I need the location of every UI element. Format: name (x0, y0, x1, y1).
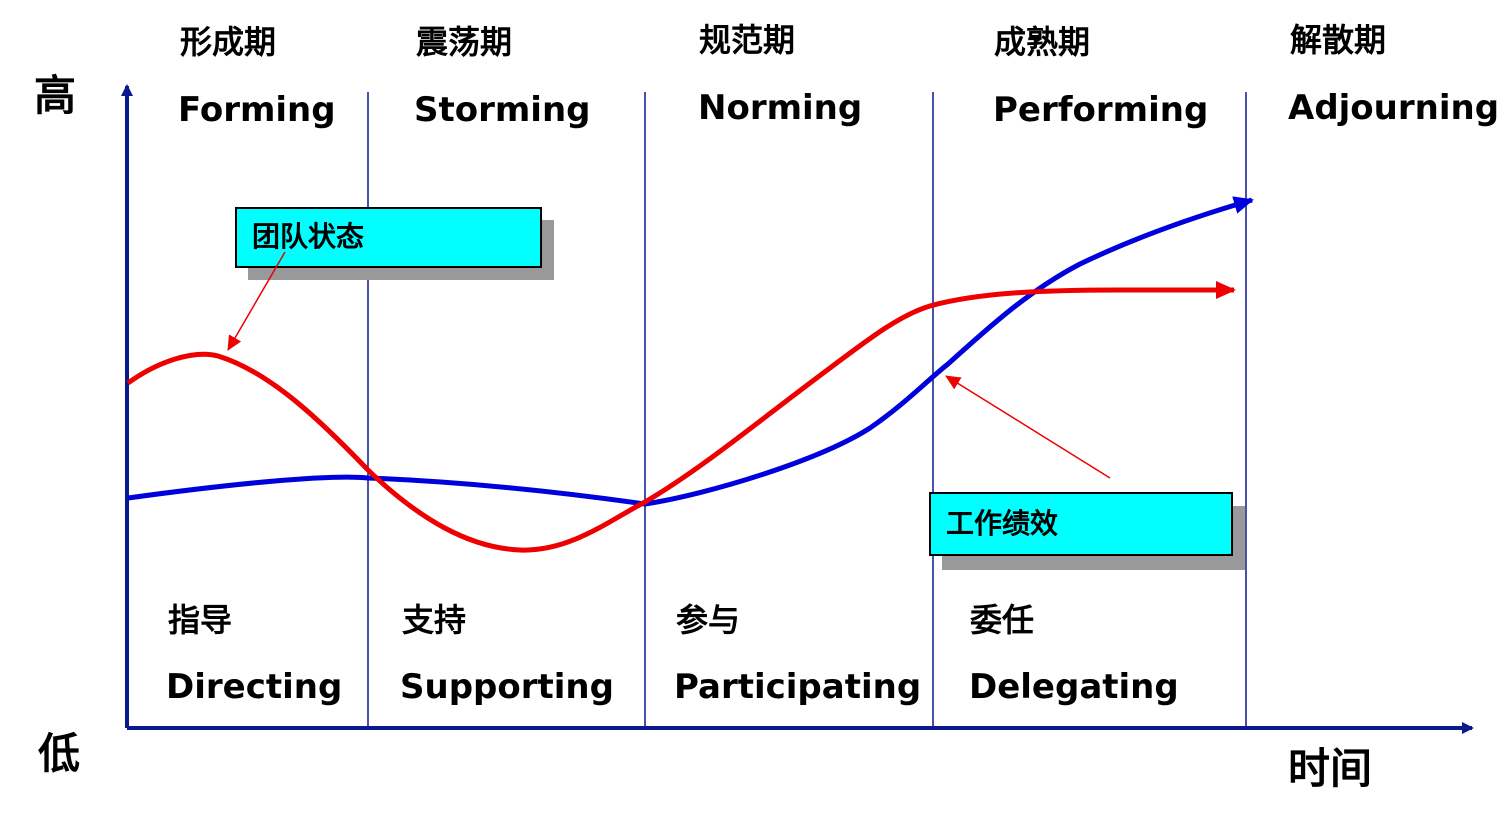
style-directing: 指导 Directing (166, 601, 342, 707)
work-performance-curve (127, 196, 1254, 507)
callout-work-performance: 工作绩效 (929, 492, 1245, 570)
style-supporting-en: Supporting (400, 667, 614, 707)
style-participating: 参与 Participating (674, 601, 921, 707)
callout-work-performance-text: 工作绩效 (946, 507, 1058, 540)
style-participating-cn: 参与 (676, 601, 740, 639)
style-supporting: 支持 Supporting (400, 601, 614, 707)
stage-adjourning: 解散期 Adjourning (1288, 21, 1499, 128)
y-axis-low-label: 低 (38, 729, 80, 778)
style-directing-en: Directing (166, 667, 342, 707)
style-delegating-cn: 委任 (970, 601, 1034, 639)
stage-adjourning-cn: 解散期 (1290, 21, 1386, 59)
callout-team-state: 团队状态 (235, 207, 554, 280)
style-directing-cn: 指导 (168, 601, 232, 639)
style-supporting-cn: 支持 (402, 601, 466, 639)
stage-storming-cn: 震荡期 (416, 23, 512, 61)
callout-work-performance-box (929, 492, 1233, 556)
callout-team-state-text: 团队状态 (252, 220, 364, 253)
stage-storming-en: Storming (414, 90, 591, 130)
stage-performing-cn: 成熟期 (994, 23, 1090, 61)
y-axis-high-label: 高 (34, 71, 76, 120)
callout-team-state-pointer (227, 251, 286, 351)
callout-team-state-box (235, 207, 542, 268)
style-delegating: 委任 Delegating (969, 601, 1179, 707)
style-delegating-en: Delegating (969, 667, 1179, 707)
stage-adjourning-en: Adjourning (1288, 88, 1499, 128)
stage-forming: 形成期 Forming (178, 23, 336, 130)
stage-norming: 规范期 Norming (698, 21, 862, 128)
stage-storming: 震荡期 Storming (414, 23, 591, 130)
team-state-curve (126, 281, 1236, 553)
x-axis-label: 时间 (1288, 744, 1372, 793)
stage-norming-en: Norming (698, 88, 862, 128)
stage-forming-cn: 形成期 (180, 23, 276, 61)
stage-performing-en: Performing (993, 90, 1208, 130)
callout-work-performance-pointer (945, 375, 1111, 479)
stage-performing: 成熟期 Performing (993, 23, 1208, 130)
style-participating-en: Participating (674, 667, 921, 707)
stage-norming-cn: 规范期 (699, 21, 795, 59)
stage-forming-en: Forming (178, 90, 336, 130)
